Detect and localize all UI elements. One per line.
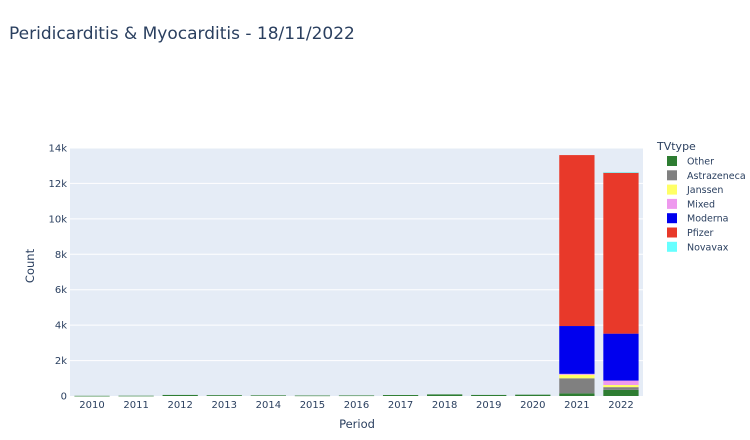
bar-segment [250, 395, 286, 396]
x-tick-label: 2017 [388, 400, 413, 411]
x-tick-label: 2011 [123, 400, 148, 411]
chart-title: Peridicarditis & Myocarditis - 18/11/202… [9, 24, 355, 44]
legend-title: TVtype [656, 140, 696, 153]
bar-segment [559, 393, 595, 396]
legend-label: Pfizer [687, 228, 714, 239]
y-tick-label: 4k [55, 321, 67, 332]
legend-label: Astrazeneca [687, 171, 746, 182]
x-tick-label: 2019 [476, 400, 501, 411]
bar-segment [118, 395, 154, 397]
legend-swatch [667, 227, 677, 238]
x-tick-label: 2021 [564, 400, 589, 411]
legend-label: Mixed [687, 199, 715, 210]
legend-swatch [667, 156, 677, 166]
y-tick-label: 0 [61, 392, 67, 403]
legend-label: Other [687, 157, 714, 168]
x-tick-label: 2012 [167, 400, 192, 411]
y-tick-labels: 0 2k 4k 6k 8k 10k 12k 14k [48, 144, 67, 403]
y-axis-title: Count [23, 248, 37, 283]
y-tick-label: 14k [48, 144, 67, 155]
bar-segment [603, 389, 639, 396]
y-tick-label: 10k [48, 214, 67, 225]
y-tick-label: 8k [55, 250, 67, 261]
bar-segment [603, 385, 639, 388]
bar-segment [559, 326, 595, 374]
y-tick-label: 12k [48, 179, 67, 190]
x-tick-label: 2010 [79, 400, 104, 411]
legend-swatch [667, 241, 677, 252]
bar-segment [427, 394, 463, 396]
legend-swatch [667, 184, 677, 195]
x-tick-label: 2014 [256, 400, 281, 411]
legend: TVtype Other Astrazeneca Janssen Mixed Moder… [656, 140, 746, 253]
x-tick-label: 2018 [432, 400, 457, 411]
x-axis-title: Period [339, 417, 375, 431]
gridlines [70, 147, 643, 362]
x-tick-label: 2013 [212, 400, 237, 411]
bar-segment [559, 374, 595, 379]
bars [74, 155, 639, 397]
plot-background [70, 148, 643, 396]
bar-segment [603, 380, 639, 386]
bar-segment [559, 373, 595, 375]
legend-label: Novavax [687, 242, 729, 253]
legend-swatch [667, 170, 677, 181]
bar-segment [559, 378, 595, 394]
x-tick-label: 2016 [344, 400, 369, 411]
x-tick-labels: 2010 2011 2012 2013 2014 2015 2016 2017 2018 2019… [79, 400, 633, 411]
x-tick-label: 2015 [300, 400, 325, 411]
bar-segment [206, 395, 242, 396]
y-tick-label: 6k [55, 285, 67, 296]
bar-segment [74, 395, 110, 397]
legend-swatch [667, 198, 677, 209]
legend-label: Janssen [686, 185, 723, 196]
bar-segment [162, 394, 198, 396]
bar-segment [603, 172, 639, 334]
bar-segment [559, 155, 595, 327]
legend-swatch [667, 213, 677, 224]
bar-segment [603, 172, 639, 173]
legend-label: Moderna [687, 214, 728, 225]
bar-segment [603, 333, 639, 381]
y-tick-label: 2k [55, 356, 67, 367]
x-tick-label: 2022 [608, 400, 633, 411]
bar-segment [515, 394, 551, 396]
bar-segment [382, 395, 419, 396]
bar-segment [338, 395, 375, 397]
x-tick-label: 2020 [520, 400, 545, 411]
bar-segment [603, 387, 639, 390]
bar-segment [471, 394, 507, 396]
bar-segment [294, 395, 331, 397]
